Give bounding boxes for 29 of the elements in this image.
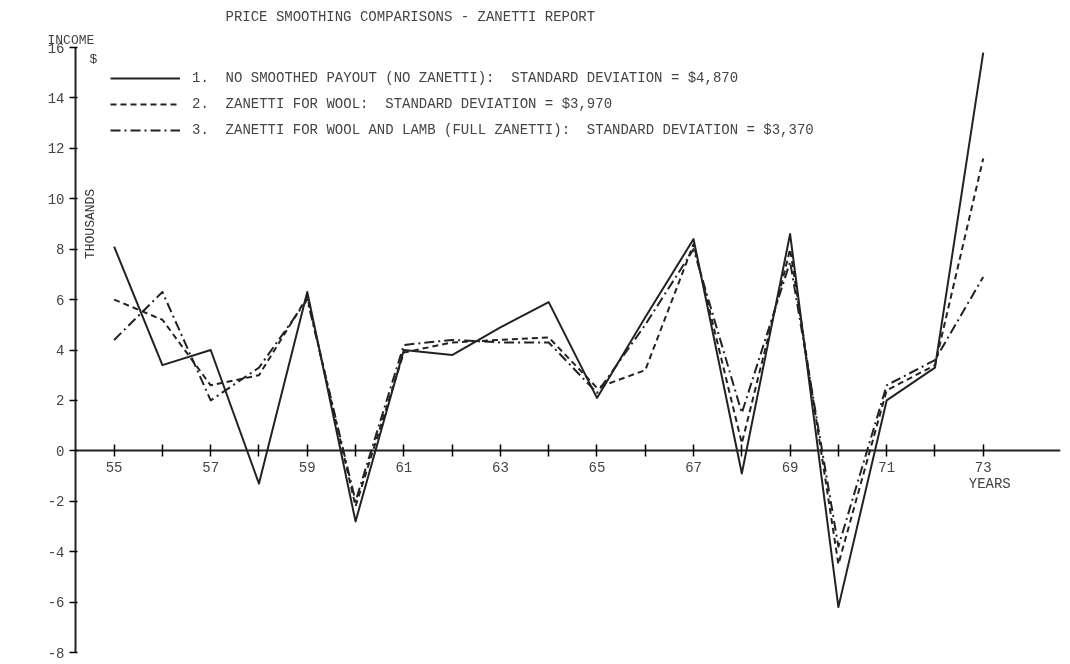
x-tick-label: 67 bbox=[685, 459, 702, 476]
legend-label: 3. ZANETTI FOR WOOL AND LAMB (FULL ZANETTI): STANDARD DEVIATION = $3,370 bbox=[192, 122, 814, 138]
x-axis-title: YEARS bbox=[968, 476, 1011, 493]
chart-title: PRICE SMOOTHING COMPARISONS - ZANETTI REPORT bbox=[225, 8, 596, 25]
y-tick-label: 12 bbox=[47, 141, 65, 158]
y-tick-label: 6 bbox=[56, 292, 65, 309]
y-tick-label: -4 bbox=[47, 544, 65, 561]
y-tick-label: 2 bbox=[56, 393, 65, 410]
legend-label: 1. NO SMOOTHED PAYOUT (NO ZANETTI): STANDARD DEVIATION = $4,870 bbox=[192, 70, 739, 86]
x-tick-label: 71 bbox=[878, 459, 896, 476]
x-tick-label: 63 bbox=[492, 459, 509, 476]
y-axis-title: THOUSANDS bbox=[82, 188, 98, 260]
y-tick-label: 10 bbox=[47, 191, 65, 208]
y-tick-label: 8 bbox=[56, 242, 65, 259]
x-tick-label: 57 bbox=[202, 459, 220, 476]
annotation: $ bbox=[89, 52, 98, 67]
legend-label: 2. ZANETTI FOR WOOL: STANDARD DEVIATION = $3,970 bbox=[192, 96, 613, 112]
x-tick-label: 59 bbox=[298, 459, 316, 476]
x-tick-label: 73 bbox=[974, 459, 992, 476]
y-tick-label: -6 bbox=[47, 595, 65, 612]
x-tick-label: 69 bbox=[781, 459, 799, 476]
y-tick-label: -8 bbox=[47, 645, 65, 662]
x-tick-label: 65 bbox=[588, 459, 606, 476]
y-tick-label: -2 bbox=[47, 494, 65, 511]
y-tick-label: 4 bbox=[56, 343, 65, 359]
y-tick-label: 0 bbox=[56, 443, 65, 460]
x-tick-label: 55 bbox=[105, 459, 123, 476]
y-tick-label: 14 bbox=[47, 90, 65, 107]
x-tick-label: 61 bbox=[395, 459, 413, 476]
